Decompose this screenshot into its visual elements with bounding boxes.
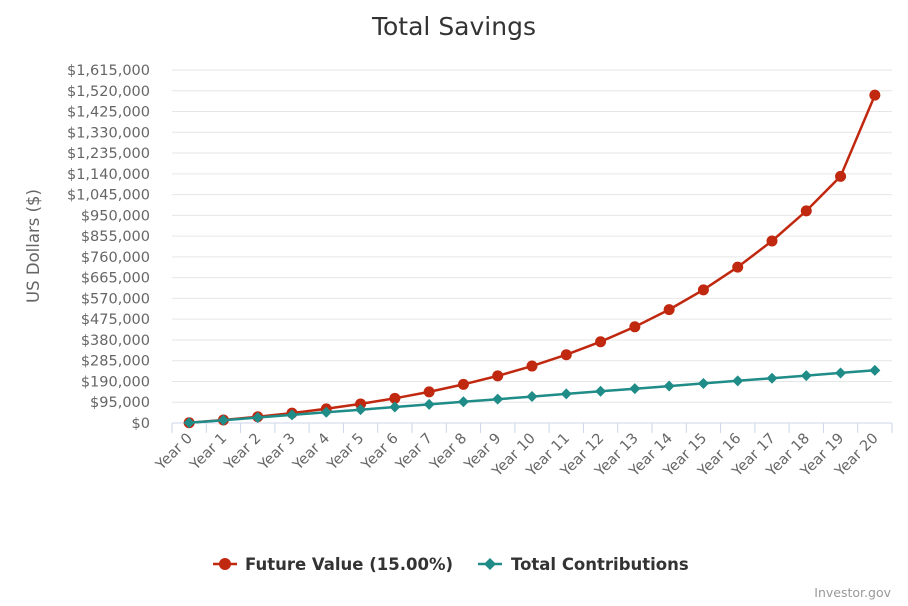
data-point-future-value[interactable] xyxy=(355,398,367,410)
y-tick-label: $855,000 xyxy=(81,229,150,245)
data-point-total-contributions[interactable] xyxy=(320,406,332,418)
plot-series xyxy=(183,89,881,429)
legend-diamond-icon xyxy=(484,558,496,570)
data-point-total-contributions[interactable] xyxy=(732,375,744,387)
data-point-total-contributions[interactable] xyxy=(869,364,881,376)
y-tick-label: $95,000 xyxy=(90,395,150,411)
data-point-future-value[interactable] xyxy=(869,89,881,101)
data-point-future-value[interactable] xyxy=(697,284,709,296)
data-point-total-contributions[interactable] xyxy=(663,380,675,392)
y-tick-label: $475,000 xyxy=(81,312,150,328)
legend-item-total-contributions[interactable]: Total Contributions xyxy=(478,555,689,574)
y-tick-label: $665,000 xyxy=(81,271,150,287)
y-tick-label: $0 xyxy=(132,416,150,432)
data-point-total-contributions[interactable] xyxy=(217,414,229,426)
data-point-total-contributions[interactable] xyxy=(183,417,195,429)
legend-label-total-contributions: Total Contributions xyxy=(511,555,689,574)
y-tick-label: $1,330,000 xyxy=(67,125,150,141)
x-tick-label: Year 5 xyxy=(324,431,368,475)
y-tick-label: $1,520,000 xyxy=(67,84,150,100)
y-tick-label: $1,045,000 xyxy=(67,188,150,204)
data-point-total-contributions[interactable] xyxy=(286,409,298,421)
x-tick-label: Year 3 xyxy=(255,431,299,475)
data-point-future-value[interactable] xyxy=(800,205,812,217)
data-point-future-value[interactable] xyxy=(423,386,435,398)
data-point-future-value[interactable] xyxy=(835,170,847,182)
data-point-total-contributions[interactable] xyxy=(595,385,607,397)
legend-item-future-value[interactable]: Future Value (15.00%) xyxy=(213,555,453,574)
data-point-future-value[interactable] xyxy=(560,349,572,361)
data-point-future-value[interactable] xyxy=(389,392,401,404)
data-point-total-contributions[interactable] xyxy=(560,388,572,400)
credit-link[interactable]: Investor.gov xyxy=(814,585,891,600)
y-axis-ticks: $0 $95,000 $190,000 $285,000 $380,000 $475,00… xyxy=(67,63,150,432)
data-point-total-contributions[interactable] xyxy=(697,377,709,389)
y-axis-label: US Dollars ($) xyxy=(24,189,43,303)
data-point-total-contributions[interactable] xyxy=(355,404,367,416)
data-point-total-contributions[interactable] xyxy=(526,391,538,403)
y-tick-label: $380,000 xyxy=(81,333,150,349)
x-tick-label: Year 1 xyxy=(187,431,231,475)
data-point-total-contributions[interactable] xyxy=(766,372,778,384)
chart-title: Total Savings xyxy=(371,12,536,41)
y-tick-label: $190,000 xyxy=(81,374,150,390)
y-tick-label: $285,000 xyxy=(81,354,150,370)
legend: Future Value (15.00%) Total Contribution… xyxy=(213,555,689,574)
y-tick-label: $1,615,000 xyxy=(67,63,150,79)
data-point-total-contributions[interactable] xyxy=(252,412,264,424)
data-point-total-contributions[interactable] xyxy=(423,398,435,410)
x-tick-label: Year 8 xyxy=(427,431,471,475)
data-point-future-value[interactable] xyxy=(663,304,675,316)
data-point-future-value[interactable] xyxy=(766,235,778,247)
data-point-future-value[interactable] xyxy=(457,378,469,390)
x-tick-label: Year 6 xyxy=(358,431,402,475)
y-tick-label: $1,235,000 xyxy=(67,146,150,162)
data-point-future-value[interactable] xyxy=(629,321,641,333)
x-tick-label: Year 2 xyxy=(221,431,265,475)
y-tick-label: $760,000 xyxy=(81,250,150,266)
data-point-total-contributions[interactable] xyxy=(389,401,401,413)
grid-lines xyxy=(172,69,892,403)
data-point-total-contributions[interactable] xyxy=(800,370,812,382)
data-point-future-value[interactable] xyxy=(526,360,538,372)
x-tick-label: Year 0 xyxy=(152,431,196,475)
y-tick-label: $570,000 xyxy=(81,291,150,307)
x-tick-label: Year 4 xyxy=(290,431,334,475)
legend-circle-icon xyxy=(219,558,231,570)
y-tick-label: $1,140,000 xyxy=(67,167,150,183)
y-tick-label: $950,000 xyxy=(81,208,150,224)
x-tick-label: Year 7 xyxy=(392,431,436,475)
data-point-total-contributions[interactable] xyxy=(492,393,504,405)
data-point-future-value[interactable] xyxy=(595,336,607,348)
legend-label-future-value: Future Value (15.00%) xyxy=(245,555,453,574)
data-point-total-contributions[interactable] xyxy=(457,396,469,408)
y-tick-label: $1,425,000 xyxy=(67,105,150,121)
data-point-future-value[interactable] xyxy=(732,261,744,273)
data-point-total-contributions[interactable] xyxy=(835,367,847,379)
data-point-total-contributions[interactable] xyxy=(629,383,641,395)
data-point-future-value[interactable] xyxy=(492,370,504,382)
